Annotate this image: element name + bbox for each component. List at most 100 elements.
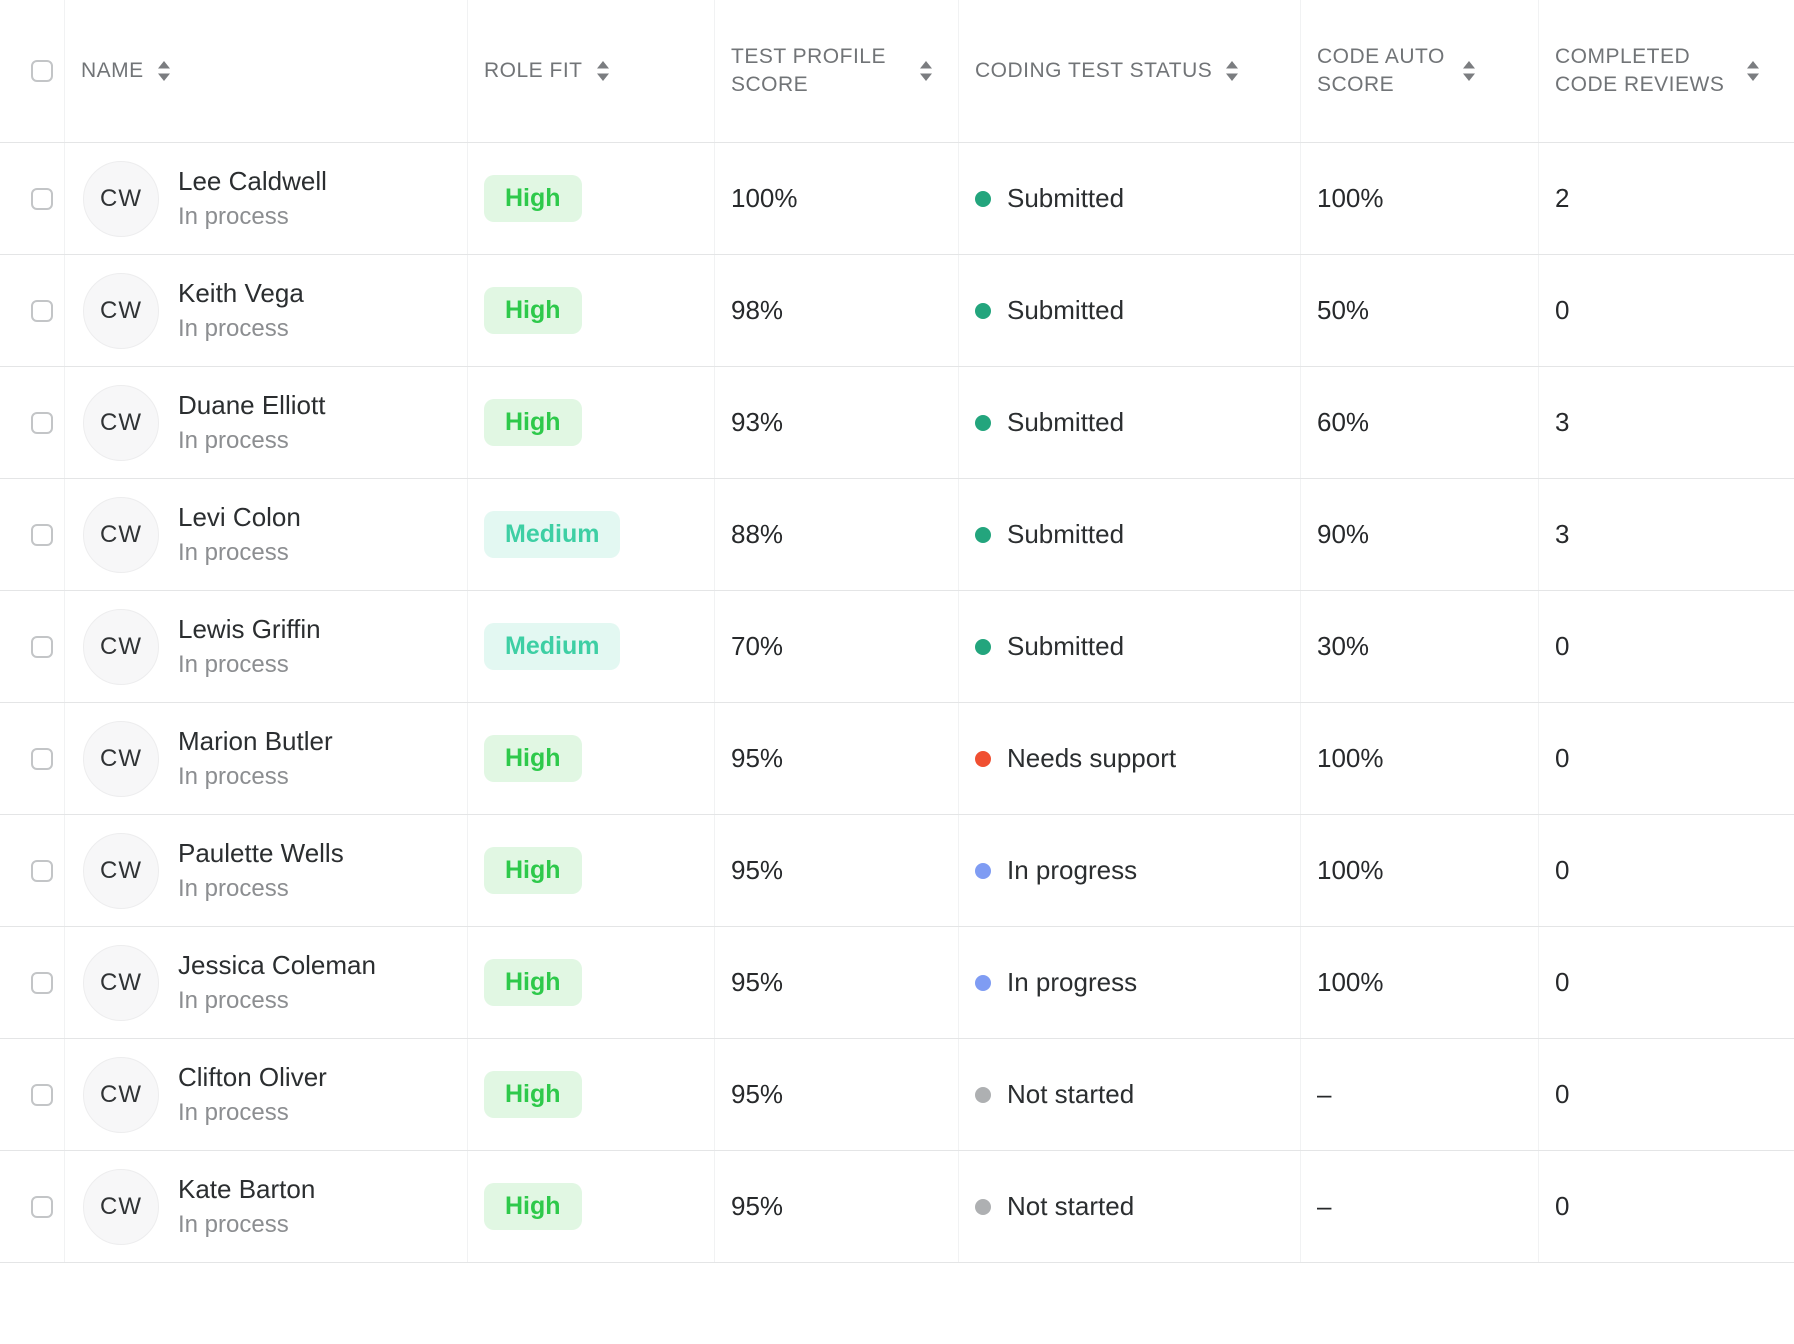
completed-code-reviews-cell: 3 [1538,367,1794,478]
sort-icon[interactable] [1462,61,1476,81]
candidate-cell: CW Levi Colon In process [64,479,467,590]
avatar: CW [83,384,159,461]
table-row[interactable]: CW Keith Vega In process High 98% Submit… [0,255,1794,367]
coding-test-status-cell: In progress [958,815,1300,926]
row-checkbox[interactable] [31,299,53,322]
row-checkbox[interactable] [31,411,53,434]
code-auto-score-value: – [1317,1191,1332,1221]
completed-code-reviews-cell: 0 [1538,927,1794,1038]
candidate-name: Duane Elliott [178,390,326,420]
table-row[interactable]: CW Duane Elliott In process High 93% Sub… [0,367,1794,479]
role-fit-badge: High [484,398,582,447]
status-indicator: In progress [975,967,1137,998]
sort-icon[interactable] [919,61,933,81]
table-row[interactable]: CW Clifton Oliver In process High 95% No… [0,1039,1794,1151]
completed-code-reviews-value: 0 [1555,631,1570,661]
candidate-stage: In process [178,1099,289,1126]
row-checkbox[interactable] [31,523,53,546]
avatar: CW [83,1168,159,1245]
test-profile-score-value: 93% [731,407,784,437]
role-fit-cell: Medium [467,479,714,590]
code-auto-score-value: – [1317,1079,1332,1109]
test-profile-score-value: 95% [731,967,784,997]
code-auto-score-value: 50% [1317,295,1370,325]
row-checkbox[interactable] [31,747,53,770]
select-all-checkbox[interactable] [31,60,53,82]
status-dot-icon [975,750,991,767]
code-auto-score-cell: – [1300,1039,1538,1150]
avatar: CW [83,720,159,797]
column-header-coding-test-status[interactable]: CODING TEST STATUS [958,0,1300,142]
test-profile-score-value: 95% [731,1079,784,1109]
avatar: CW [83,160,159,237]
completed-code-reviews-cell: 0 [1538,1039,1794,1150]
avatar-initials: CW [100,632,142,660]
coding-test-status-cell: Submitted [958,367,1300,478]
candidate-name: Lee Caldwell [178,166,327,196]
status-label: Submitted [1007,295,1125,325]
row-checkbox[interactable] [31,635,53,658]
status-indicator: Submitted [975,407,1124,438]
status-indicator: Needs support [975,743,1176,774]
column-header-label: CODING TEST STATUS [975,59,1213,82]
test-profile-score-cell: 95% [714,703,958,814]
column-header-completed-code-reviews[interactable]: COMPLETED CODE REVIEWS [1538,0,1794,142]
row-checkbox[interactable] [31,971,53,994]
column-header-name[interactable]: NAME [64,0,467,142]
sort-icon[interactable] [157,61,171,81]
avatar-initials: CW [100,1080,142,1108]
status-dot-icon [975,974,991,991]
sort-icon[interactable] [596,61,610,81]
status-indicator: Not started [975,1191,1134,1222]
role-fit-badge: High [484,286,582,335]
column-header-role-fit[interactable]: ROLE FIT [467,0,714,142]
status-indicator: Submitted [975,295,1124,326]
status-dot-icon [975,638,991,655]
sort-icon[interactable] [1746,61,1760,81]
table-row[interactable]: CW Lewis Griffin In process Medium 70% S… [0,591,1794,703]
row-checkbox[interactable] [31,187,53,210]
candidate-name-block: Lee Caldwell In process [178,166,327,231]
coding-test-status-cell: Submitted [958,591,1300,702]
table-row[interactable]: CW Levi Colon In process Medium 88% Subm… [0,479,1794,591]
role-fit-cell: High [467,255,714,366]
completed-code-reviews-cell: 0 [1538,1151,1794,1262]
role-fit-cell: Medium [467,591,714,702]
table-row[interactable]: CW Jessica Coleman In process High 95% I… [0,927,1794,1039]
status-dot-icon [975,862,991,879]
status-label: In progress [1007,855,1138,885]
coding-test-status-cell: Not started [958,1039,1300,1150]
column-header-test-profile-score[interactable]: TEST PROFILE SCORE [714,0,958,142]
test-profile-score-value: 95% [731,743,784,773]
status-label: Needs support [1007,743,1177,773]
test-profile-score-cell: 95% [714,815,958,926]
row-select-cell [0,367,64,478]
code-auto-score-cell: 100% [1300,815,1538,926]
candidate-stage: In process [178,539,289,566]
coding-test-status-cell: Submitted [958,479,1300,590]
role-fit-cell: High [467,143,714,254]
row-checkbox[interactable] [31,1083,53,1106]
table-row[interactable]: CW Marion Butler In process High 95% Nee… [0,703,1794,815]
role-fit-badge: High [484,174,582,223]
code-auto-score-cell: 100% [1300,703,1538,814]
row-select-cell [0,1151,64,1262]
sort-icon[interactable] [1225,61,1239,81]
table-row[interactable]: CW Paulette Wells In process High 95% In… [0,815,1794,927]
test-profile-score-value: 98% [731,295,784,325]
column-header-code-auto-score[interactable]: CODE AUTO SCORE [1300,0,1538,142]
column-header-label: COMPLETED CODE REVIEWS [1555,45,1725,96]
candidate-stage: In process [178,875,289,902]
row-checkbox[interactable] [31,859,53,882]
test-profile-score-cell: 95% [714,927,958,1038]
candidate-stage: In process [178,203,289,230]
table-row[interactable]: CW Lee Caldwell In process High 100% Sub… [0,143,1794,255]
avatar: CW [83,832,159,909]
candidate-name: Clifton Oliver [178,1062,327,1092]
status-indicator: In progress [975,855,1137,886]
completed-code-reviews-value: 0 [1555,743,1570,773]
row-checkbox[interactable] [31,1195,53,1218]
completed-code-reviews-cell: 0 [1538,591,1794,702]
candidate-name: Marion Butler [178,726,333,756]
table-row[interactable]: CW Kate Barton In process High 95% Not s… [0,1151,1794,1263]
